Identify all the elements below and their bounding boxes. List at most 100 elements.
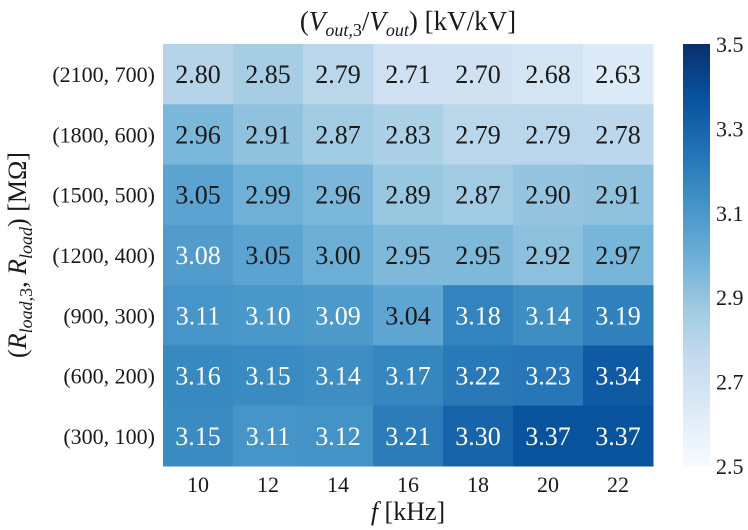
cell-value-label: 3.09: [315, 301, 361, 330]
cell-value-label: 3.04: [385, 301, 431, 330]
heatmap-cell: [163, 224, 234, 286]
heatmap-cell: [233, 405, 304, 467]
heatmap-cell: [373, 405, 444, 467]
colorbar-tick-label: 2.9: [716, 285, 744, 310]
chart-title: (Vout,3/Vout) [kV/kV]: [300, 6, 516, 40]
cell-value-label: 2.95: [385, 241, 431, 270]
heatmap-cell: [443, 405, 514, 467]
cell-value-label: 2.79: [455, 120, 501, 149]
cell-value-label: 2.85: [245, 60, 291, 89]
y-tick-label: (600, 200): [63, 364, 155, 389]
heatmap-cell: [303, 224, 374, 286]
x-tick-labels: 10 12 14 16 18 20 22: [187, 472, 629, 497]
colorbar: 2.5 2.7 2.9 3.1 3.3 3.5: [683, 32, 744, 479]
heatmap-cell: [163, 285, 234, 346]
cell-value-label: 3.37: [525, 422, 571, 451]
colorbar-tick-label: 3.5: [716, 32, 744, 57]
y-axis-label: (Rload,3, Rload) [MΩ]: [3, 152, 36, 358]
heatmap-cell: [233, 44, 304, 105]
heatmap-cell: [583, 164, 654, 226]
cell-value-label: 2.91: [595, 181, 641, 210]
x-axis-label: f [kHz]: [371, 497, 445, 526]
colorbar-gradient: [683, 44, 710, 466]
heatmap-cell: [513, 285, 584, 346]
cell-value-label: 3.15: [245, 362, 291, 391]
cell-value-label: 2.92: [525, 241, 571, 270]
chart-title-text: (Vout,3/Vout) [kV/kV]: [300, 6, 516, 40]
heatmap-cell: [583, 104, 654, 166]
heatmap-cell: [513, 345, 584, 407]
heatmap-cells: 2.80 2.85 2.79 2.71 2.70 2.68 2.63 2.96 2.91 2.87…: [163, 44, 654, 467]
y-tick-label: (2100, 700): [52, 62, 155, 87]
cell-value-label: 3.11: [176, 301, 221, 330]
heatmap-cell: [583, 44, 654, 105]
heatmap-cell: [443, 44, 514, 105]
heatmap-cell: [373, 285, 444, 346]
cell-value-label: 2.63: [595, 60, 641, 89]
heatmap-cell: [233, 224, 304, 286]
heatmap-cell: [583, 345, 654, 407]
cell-value-label: 2.95: [455, 241, 501, 270]
cell-value-label: 3.21: [385, 422, 431, 451]
heatmap-cell: [513, 224, 584, 286]
cell-value-label: 3.18: [455, 301, 501, 330]
heatmap-cell: [233, 104, 304, 166]
heatmap-cell: [163, 164, 234, 226]
y-axis-label-text: (Rload,3, Rload) [MΩ]: [3, 152, 36, 358]
cell-value-label: 2.80: [175, 60, 221, 89]
heatmap-cell: [303, 285, 374, 346]
heatmap-cell: [443, 345, 514, 407]
y-tick-label: (900, 300): [63, 303, 155, 328]
cell-value-label: 2.79: [525, 120, 571, 149]
cell-value-label: 3.19: [595, 301, 641, 330]
heatmap-cell: [303, 104, 374, 166]
y-tick-label: (1500, 500): [52, 183, 155, 208]
heatmap-cell: [233, 164, 304, 226]
y-tick-labels: (2100, 700) (1800, 600) (1500, 500) (1200, …: [52, 62, 155, 449]
heatmap-cell: [303, 44, 374, 105]
x-tick-label: 10: [187, 472, 209, 497]
cell-value-label: 2.87: [455, 181, 501, 210]
colorbar-tick-label: 3.3: [716, 116, 744, 141]
cell-value-label: 3.16: [175, 362, 221, 391]
cell-value-label: 3.30: [455, 422, 501, 451]
cell-value-label: 2.70: [455, 60, 501, 89]
colorbar-tick-label: 2.7: [716, 370, 744, 395]
heatmap-cell: [373, 104, 444, 166]
cell-value-label: 3.14: [525, 301, 571, 330]
y-tick-label: (1200, 400): [52, 243, 155, 268]
heatmap-cell: [163, 405, 234, 467]
cell-value-label: 3.17: [385, 362, 431, 391]
heatmap-cell: [373, 224, 444, 286]
heatmap-cell: [233, 285, 304, 346]
heatmap-cell: [443, 104, 514, 166]
heatmap-cell: [513, 44, 584, 105]
cell-value-label: 3.12: [315, 422, 361, 451]
heatmap-cell: [443, 285, 514, 346]
y-tick-label: (1800, 600): [52, 122, 155, 147]
cell-value-label: 3.22: [455, 362, 501, 391]
cell-value-label: 2.87: [315, 120, 361, 149]
cell-value-label: 2.71: [385, 60, 431, 89]
cell-value-label: 2.68: [525, 60, 571, 89]
x-tick-label: 16: [397, 472, 419, 497]
heatmap-cell: [583, 224, 654, 286]
y-tick-label: (300, 100): [63, 424, 155, 449]
cell-value-label: 3.10: [245, 301, 291, 330]
heatmap-cell: [373, 44, 444, 105]
heatmap-cell: [443, 224, 514, 286]
heatmap-cell: [163, 104, 234, 166]
cell-value-label: 2.99: [245, 181, 291, 210]
cell-value-label: 3.37: [595, 422, 641, 451]
cell-value-label: 3.23: [525, 362, 571, 391]
heatmap-cell: [373, 345, 444, 407]
x-axis-label-text: f [kHz]: [371, 497, 445, 526]
cell-value-label: 3.05: [175, 181, 221, 210]
cell-value-label: 3.00: [315, 241, 361, 270]
heatmap-cell: [373, 164, 444, 226]
x-tick-label: 22: [607, 472, 629, 497]
cell-value-label: 3.34: [595, 362, 641, 391]
heatmap-cell: [513, 405, 584, 467]
heatmap-cell: [583, 405, 654, 467]
